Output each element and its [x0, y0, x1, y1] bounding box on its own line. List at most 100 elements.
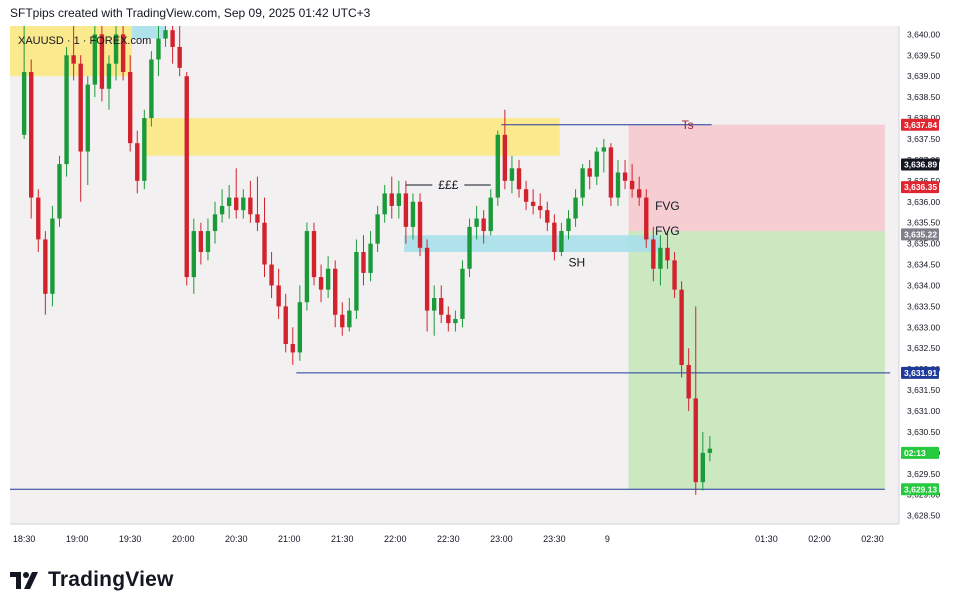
- candle-body: [424, 247, 430, 311]
- candle-body: [290, 344, 295, 353]
- candle-body: [516, 168, 522, 190]
- price-axis[interactable]: 3,640.00 3,639.50 3,639.00 3,638.50 3,638.00…: [898, 26, 951, 553]
- price-tag-label: 3,631.91: [904, 368, 937, 378]
- candle-body: [170, 30, 175, 47]
- time-tick-label: 19:30: [119, 534, 142, 544]
- candle: [198, 222, 204, 265]
- price-tag-bg: [901, 228, 939, 241]
- price-tick-label: 3,634.50: [907, 260, 940, 270]
- price-tick-label: 3,639.50: [907, 50, 940, 60]
- candle: [163, 26, 168, 47]
- candle: [573, 189, 578, 227]
- candle-body: [50, 218, 55, 294]
- candle-body: [43, 239, 48, 294]
- price-tag-label: 3,635.22: [904, 229, 937, 239]
- candle-body: [658, 247, 663, 269]
- candle: [382, 185, 387, 223]
- price-tick-label: 3,636.50: [907, 176, 940, 186]
- candle: [622, 159, 628, 190]
- price-tag-label: 3,629.13: [904, 484, 937, 494]
- candle: [333, 260, 338, 328]
- candle-body: [417, 201, 423, 248]
- candle-body: [36, 197, 41, 240]
- price-tag: 3,637.84: [901, 118, 939, 131]
- candle-body: [318, 277, 324, 290]
- candle: [601, 138, 607, 173]
- candle-body: [177, 46, 182, 68]
- candle-body: [297, 302, 303, 353]
- price-tick-label: 3,632.50: [907, 343, 940, 353]
- chart-attribution: SFTpips created with TradingView.com, Se…: [10, 6, 371, 20]
- liquidity-label: £££: [438, 178, 458, 192]
- candle-body: [644, 197, 649, 240]
- candle-body: [184, 76, 189, 278]
- time-tick-label: 02:00: [808, 534, 831, 544]
- candle: [467, 218, 472, 278]
- time-tick-label: 21:30: [331, 534, 354, 544]
- candle-body: [530, 201, 536, 206]
- candle: [311, 222, 317, 286]
- price-tick-label: 3,640.00: [907, 29, 940, 39]
- price-tag-label: 3,636.35: [904, 182, 937, 192]
- candle-body: [446, 314, 451, 324]
- candle: [78, 55, 83, 202]
- zones-layer: [10, 26, 885, 490]
- candle: [262, 197, 267, 278]
- candle-body: [198, 231, 204, 252]
- candle-body: [262, 222, 267, 265]
- demand-zone-upper: [131, 26, 166, 39]
- candle: [403, 180, 409, 244]
- candle-body: [672, 260, 677, 290]
- candle-body: [431, 298, 437, 311]
- candle: [658, 235, 663, 286]
- candle: [113, 26, 119, 81]
- candle: [368, 231, 373, 282]
- candle: [191, 218, 197, 294]
- candle: [566, 210, 571, 240]
- candle: [43, 231, 48, 315]
- candle-body: [120, 34, 126, 73]
- price-tick-label: 3,628.50: [907, 511, 940, 521]
- candle-body: [700, 452, 706, 483]
- candle: [439, 285, 444, 324]
- candle: [354, 239, 359, 319]
- candle: [283, 293, 288, 353]
- candle-body: [234, 197, 239, 211]
- candle: [304, 222, 310, 311]
- candle-body: [78, 63, 83, 152]
- candle: [509, 155, 515, 194]
- candle-body: [523, 189, 529, 202]
- candle: [495, 130, 500, 206]
- time-tick-label: 22:00: [384, 534, 407, 544]
- candle-body: [693, 398, 698, 483]
- time-axis[interactable]: 18:30 19:00 19:30 20:00 20:30 21:00 21:30 22:00…: [10, 523, 899, 553]
- time-tick-label: 9: [605, 534, 610, 544]
- candle: [516, 159, 522, 198]
- candle: [226, 185, 232, 219]
- candle: [127, 55, 133, 152]
- candle-body: [481, 218, 486, 232]
- fvg-label-1: FVG: [655, 199, 680, 213]
- candle: [241, 189, 246, 219]
- candle: [149, 51, 154, 127]
- candle: [36, 189, 41, 252]
- price-tick-label: 3,633.00: [907, 322, 940, 332]
- candle-body: [622, 172, 628, 181]
- candle: [135, 130, 140, 194]
- candle-body: [156, 38, 161, 60]
- price-tag: 02:13: [901, 446, 939, 459]
- candle: [644, 189, 649, 248]
- candle-body: [665, 247, 670, 261]
- candle-body: [439, 298, 444, 315]
- time-tick-label: 23:00: [490, 534, 513, 544]
- candle: [446, 306, 451, 332]
- candle: [453, 310, 458, 332]
- price-tag-bg: [901, 118, 939, 131]
- candle-body: [347, 310, 352, 328]
- candle: [580, 164, 585, 206]
- candle-body: [488, 197, 493, 232]
- price-tick-label: 3,629.50: [907, 469, 940, 479]
- candle: [651, 226, 656, 282]
- candle-body: [135, 143, 140, 181]
